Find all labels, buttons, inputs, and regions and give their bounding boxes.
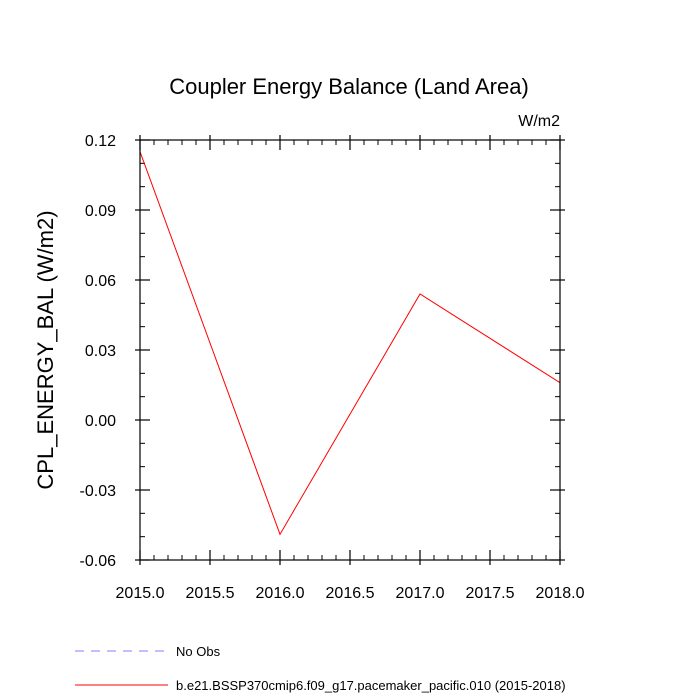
major-ticks: [135, 135, 565, 565]
series-line: [139, 151, 561, 536]
y-tick-label: 0.06: [85, 273, 116, 290]
y-tick-label: 0.00: [85, 413, 116, 430]
series-layer: [139, 151, 561, 536]
x-tick-label: 2015.0: [116, 585, 165, 602]
y-tick-label: 0.03: [85, 343, 116, 360]
chart-title: Coupler Energy Balance (Land Area): [169, 74, 529, 99]
tick-labels: 2015.0 2015.5 2016.0 2016.5 2017.0 2017.5 2018…: [80, 133, 585, 602]
legend-label: No Obs: [176, 644, 221, 659]
x-tick-label: 2016.0: [256, 585, 305, 602]
minor-ticks: [139, 139, 561, 561]
y-tick-label: 0.09: [85, 203, 116, 220]
y-tick-label: -0.06: [80, 553, 117, 570]
y-tick-label: -0.03: [80, 483, 117, 500]
x-tick-label: 2018.0: [536, 585, 585, 602]
y-axis-label: CPL_ENERGY_BAL (W/m2): [33, 210, 58, 489]
units-label: W/m2: [518, 113, 560, 130]
x-tick-label: 2017.0: [396, 585, 445, 602]
legend: No Obs b.e21.BSSP370cmip6.f09_g17.pacemak…: [75, 644, 566, 693]
x-tick-label: 2016.5: [326, 585, 375, 602]
y-tick-label: 0.12: [85, 133, 116, 150]
x-tick-label: 2015.5: [186, 585, 235, 602]
plot-frame: [139, 139, 561, 561]
x-tick-label: 2017.5: [466, 585, 515, 602]
legend-label: b.e21.BSSP370cmip6.f09_g17.pacemaker_pac…: [176, 678, 566, 693]
